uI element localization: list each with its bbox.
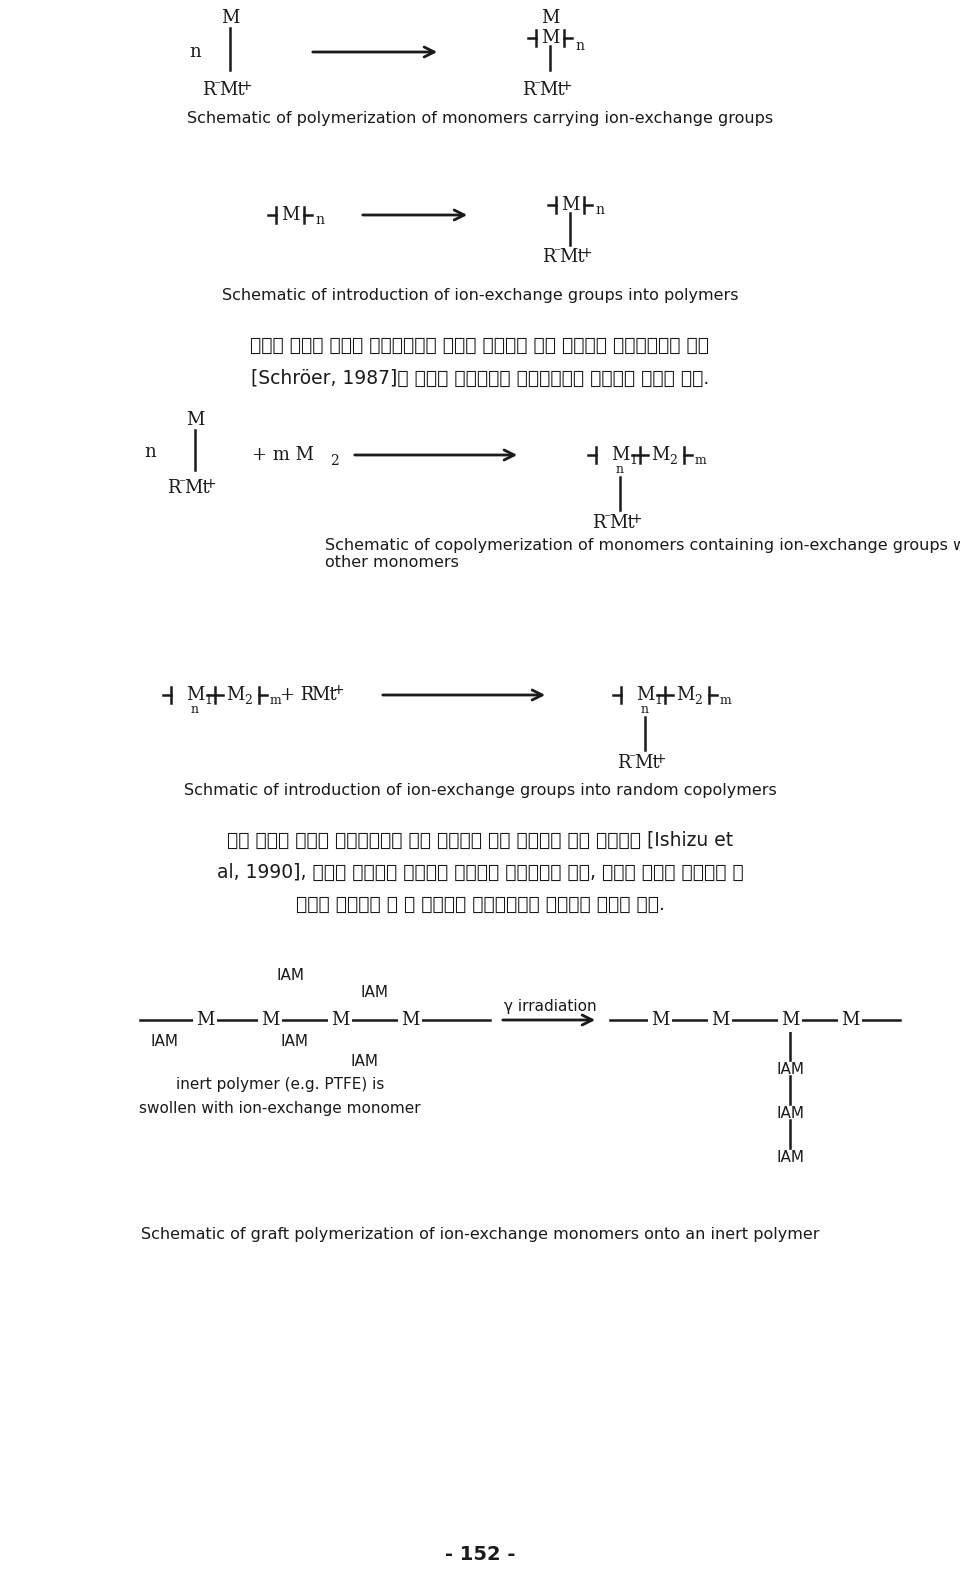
Text: M: M — [401, 1011, 420, 1029]
Text: M: M — [561, 196, 579, 215]
Text: m: m — [270, 693, 281, 707]
Text: IAM: IAM — [361, 985, 389, 999]
Text: M: M — [676, 686, 694, 704]
Text: M: M — [226, 686, 244, 704]
Text: n: n — [575, 39, 584, 54]
Text: ⁻: ⁻ — [178, 477, 185, 491]
Text: IAM: IAM — [776, 1150, 804, 1166]
Text: + m M: + m M — [252, 447, 314, 464]
Text: Mt: Mt — [184, 480, 209, 497]
Text: Schmatic of introduction of ion-exchange groups into random copolymers: Schmatic of introduction of ion-exchange… — [183, 783, 777, 797]
Text: Schematic of polymerization of monomers carrying ion-exchange groups: Schematic of polymerization of monomers … — [187, 110, 773, 126]
Text: M: M — [261, 1011, 279, 1029]
Text: R: R — [167, 480, 180, 497]
Text: M: M — [611, 447, 629, 464]
Text: 1: 1 — [204, 693, 212, 707]
Text: n: n — [595, 204, 604, 218]
Text: 량체를 접목시킨 뒤 그 단량체에 이온교환기를 도입하는 방법이 있다.: 량체를 접목시킨 뒤 그 단량체에 이온교환기를 도입하는 방법이 있다. — [296, 895, 664, 914]
Text: γ irradiation: γ irradiation — [504, 999, 596, 1013]
Text: swollen with ion-exchange monomer: swollen with ion-exchange monomer — [139, 1100, 420, 1116]
Text: [Schröer, 1987]와 불규칙 공중합체에 이온교환기를 도입하는 방법이 있다.: [Schröer, 1987]와 불규칙 공중합체에 이온교환기를 도입하는 방… — [251, 369, 709, 388]
Text: IAM: IAM — [776, 1062, 804, 1078]
Text: ⁻: ⁻ — [533, 79, 540, 93]
Text: m: m — [720, 693, 732, 707]
Text: M: M — [636, 686, 654, 704]
Text: + R: + R — [280, 686, 314, 704]
Text: IAM: IAM — [151, 1035, 179, 1049]
Text: +: + — [560, 79, 571, 93]
Text: +: + — [655, 753, 666, 765]
Text: M: M — [186, 410, 204, 429]
Text: IAM: IAM — [351, 1054, 379, 1070]
Text: M: M — [221, 9, 239, 27]
Text: Schematic of copolymerization of monomers containing ion-exchange groups with
ot: Schematic of copolymerization of monomer… — [325, 538, 960, 570]
Text: M: M — [196, 1011, 214, 1029]
Text: M: M — [186, 686, 204, 704]
Text: M: M — [841, 1011, 859, 1029]
Text: M: M — [710, 1011, 730, 1029]
Text: n: n — [315, 213, 324, 227]
Text: +: + — [333, 683, 345, 697]
Text: 2: 2 — [669, 453, 677, 467]
Text: Schematic of graft polymerization of ion-exchange monomers onto an inert polymer: Schematic of graft polymerization of ion… — [141, 1228, 819, 1242]
Text: +: + — [240, 79, 252, 93]
Text: Mt: Mt — [609, 514, 635, 532]
Text: ⁻: ⁻ — [628, 753, 636, 765]
Text: R: R — [617, 754, 631, 772]
Text: Schematic of introduction of ion-exchange groups into polymers: Schematic of introduction of ion-exchang… — [222, 287, 738, 303]
Text: +: + — [205, 477, 217, 491]
Text: Mt: Mt — [539, 80, 564, 99]
Text: n: n — [144, 443, 156, 461]
Text: al, 1990], 비활성 고분자에 이온교환 단량체를 접목시키는 방법, 그리고 비활성 고분자에 단: al, 1990], 비활성 고분자에 이온교환 단량체를 접목시키는 방법, … — [217, 863, 743, 882]
Text: R: R — [522, 80, 536, 99]
Text: 1: 1 — [654, 693, 662, 707]
Text: n: n — [189, 43, 201, 62]
Text: M: M — [281, 207, 300, 224]
Text: m: m — [695, 453, 707, 467]
Text: 1: 1 — [629, 453, 637, 467]
Text: IAM: IAM — [776, 1106, 804, 1122]
Text: M: M — [331, 1011, 349, 1029]
Text: IAM: IAM — [281, 1035, 309, 1049]
Text: 블록 공중합 방법은 이온교환기가 있는 단량체와 없는 다량체의 블록 공중합법 [Ishizu et: 블록 공중합 방법은 이온교환기가 있는 단량체와 없는 다량체의 블록 공중합… — [227, 830, 733, 849]
Text: Mt: Mt — [219, 80, 245, 99]
Text: R: R — [202, 80, 215, 99]
Text: M: M — [780, 1011, 799, 1029]
Text: ⁻: ⁻ — [553, 246, 561, 260]
Text: ⁻: ⁻ — [213, 79, 221, 93]
Text: ⁻: ⁻ — [304, 683, 311, 697]
Text: R: R — [592, 514, 606, 532]
Text: - 152 -: - 152 - — [444, 1545, 516, 1564]
Text: M: M — [540, 28, 559, 47]
Text: Mt: Mt — [311, 686, 337, 704]
Text: +: + — [630, 511, 641, 525]
Text: n: n — [641, 702, 649, 715]
Text: Mt: Mt — [559, 248, 585, 267]
Text: 2: 2 — [694, 693, 702, 707]
Text: 2: 2 — [244, 693, 252, 707]
Text: 불규칙 공중합 방법은 이온교환기가 체가된 단량체와 다른 단량체를 공중합시키는 방법: 불규칙 공중합 방법은 이온교환기가 체가된 단량체와 다른 단량체를 공중합시… — [251, 336, 709, 355]
Text: M: M — [651, 447, 669, 464]
Text: IAM: IAM — [276, 967, 304, 983]
Text: n: n — [191, 702, 199, 715]
Text: +: + — [580, 246, 591, 260]
Text: M: M — [651, 1011, 669, 1029]
Text: R: R — [542, 248, 556, 267]
Text: 2: 2 — [330, 454, 339, 469]
Text: inert polymer (e.g. PTFE) is: inert polymer (e.g. PTFE) is — [176, 1078, 384, 1092]
Text: M: M — [540, 9, 559, 27]
Text: n: n — [616, 462, 624, 475]
Text: ⁻: ⁻ — [603, 511, 611, 525]
Text: Mt: Mt — [634, 754, 660, 772]
